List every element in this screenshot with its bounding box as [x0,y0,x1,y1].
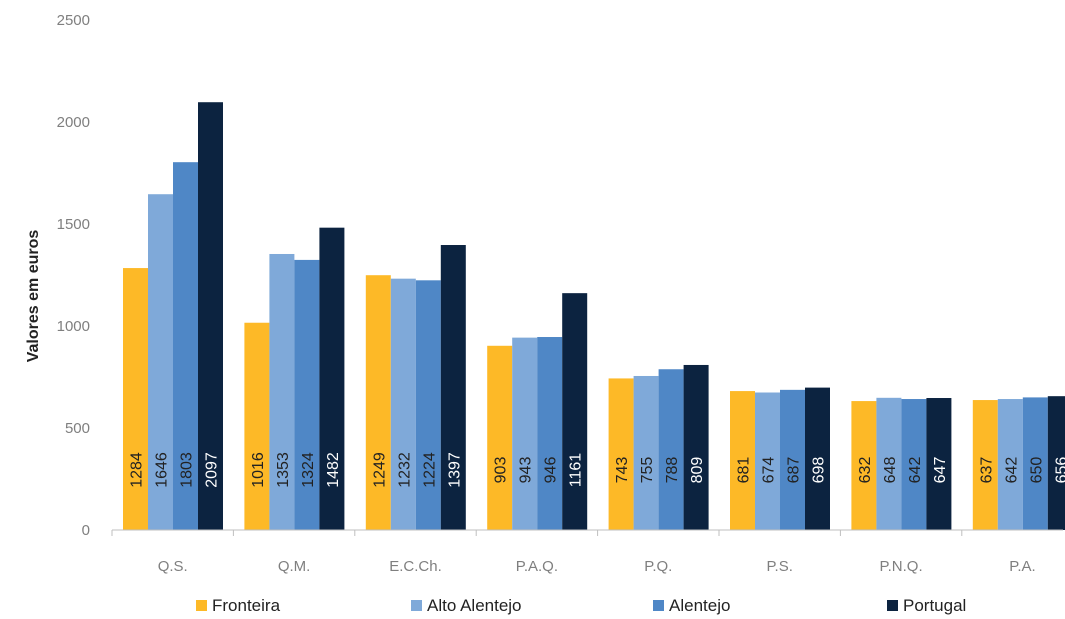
data-label: 656 [1053,457,1065,484]
data-label: 632 [857,457,874,484]
data-label: 809 [689,457,706,484]
legend-label: Fronteira [212,596,281,615]
bar [365,275,391,530]
legend-swatch [411,600,422,611]
y-tick-label: 0 [82,522,90,539]
bar [415,280,441,530]
bar [537,337,563,530]
legend-swatch [887,600,898,611]
data-label: 674 [761,457,778,484]
bar [173,162,198,531]
bar [972,400,998,530]
bar [562,293,588,530]
bar [997,399,1023,530]
legend-label: Alentejo [669,596,730,615]
data-label: 788 [664,457,681,484]
bar [269,253,295,530]
data-label: 1016 [250,452,267,488]
data-label: 650 [1028,457,1045,484]
x-tick-label: Q.M. [278,558,311,575]
data-label: 681 [736,457,753,484]
bar [658,369,684,530]
legend-label: Portugal [903,596,966,615]
data-label: 1482 [325,452,342,488]
data-label: 1284 [129,452,146,488]
y-tick-label: 2500 [57,12,90,29]
bar [876,397,902,530]
bar [730,391,755,530]
bar [198,102,223,530]
legend-swatch [653,600,664,611]
bar [512,337,538,530]
data-label: 642 [1003,457,1020,484]
y-axis-label: Valores em euros [25,230,42,363]
legend-swatch [196,600,207,611]
bar [683,364,709,530]
data-label: 637 [978,457,995,484]
bars [123,102,1065,531]
x-tick-label: P.Q. [644,558,672,575]
bar [851,401,877,530]
x-tick-label: P.S. [766,558,792,575]
bar [294,259,320,530]
y-tick-label: 1500 [57,216,90,233]
y-tick-label: 1000 [57,318,90,335]
bar [123,268,148,530]
y-axis-ticks: 0 500 1000 1500 2000 2500 [57,12,90,539]
data-label: 943 [518,457,535,484]
bar [1047,396,1065,530]
data-label: 903 [493,457,510,484]
x-tick-label: P.A.Q. [516,558,558,575]
bar [1022,397,1048,530]
legend: Fronteira Alto Alentejo Alentejo Portugal [196,596,966,615]
data-label: 1324 [300,452,317,488]
data-label: 648 [882,457,899,484]
x-tick-label: P.A. [1009,558,1035,575]
data-label: 1232 [396,452,413,488]
data-label: 642 [907,457,924,484]
data-label: 946 [543,457,560,484]
x-tick-label: P.N.Q. [880,558,923,575]
bar [755,392,780,530]
data-label: 1646 [154,452,171,488]
data-label: 1161 [568,453,585,488]
bar [780,389,805,530]
y-tick-label: 2000 [57,114,90,131]
x-tick-label: Q.S. [158,558,188,575]
data-label: 1803 [179,452,196,488]
data-label: 687 [786,457,803,484]
bar [805,387,830,530]
data-label: 1397 [446,452,463,488]
data-labels: 1284 1646 1803 2097 1016 1353 1324 1482 1249 1232… [129,452,1065,488]
bar [148,194,173,530]
x-tick-label: E.C.Ch. [389,558,442,575]
x-axis: Q.S. Q.M. E.C.Ch. P.A.Q. P.Q. P.S. P.N.Q. P.A. [111,529,1063,575]
bar [244,322,270,530]
bar [608,378,634,530]
data-label: 1353 [275,452,292,488]
y-tick-label: 500 [65,420,90,437]
legend-label: Alto Alentejo [427,596,522,615]
bar [440,245,466,530]
data-label: 743 [614,457,631,484]
data-label: 755 [639,457,656,484]
data-label: 1224 [421,452,438,488]
data-label: 1249 [371,452,388,488]
bar [487,345,513,530]
bar [319,227,345,530]
bar [390,278,416,530]
data-label: 647 [932,457,949,484]
data-label: 2097 [204,452,221,488]
bar [901,399,927,530]
bar [926,398,952,530]
bar [633,375,659,530]
data-label: 698 [811,457,828,484]
